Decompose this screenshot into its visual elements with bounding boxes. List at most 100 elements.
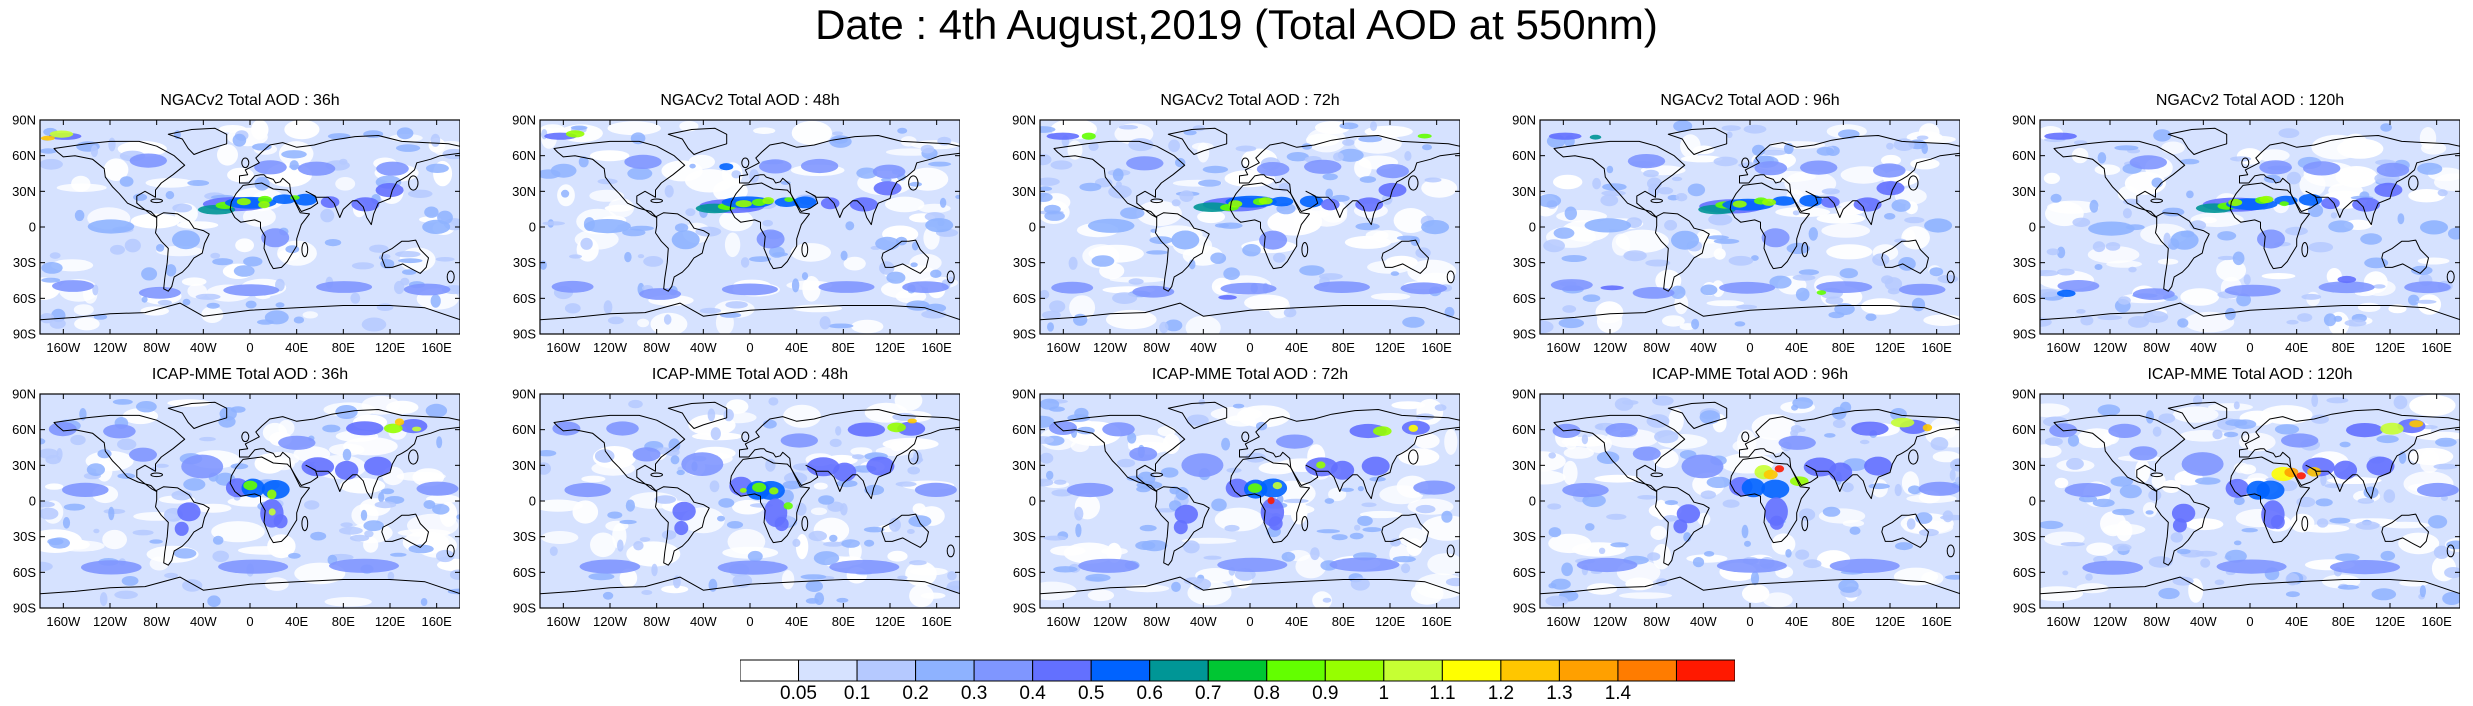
colorbar-label: 0.7 bbox=[1195, 683, 1221, 701]
lon-tick-label: 120E bbox=[875, 340, 906, 355]
panel-title: NGACv2 Total AOD : 48h bbox=[660, 92, 840, 109]
aod-field bbox=[2040, 394, 2460, 608]
lon-tick-label: 80E bbox=[832, 340, 855, 355]
lon-tick-label: 160E bbox=[921, 614, 952, 629]
aod-field bbox=[40, 394, 460, 608]
lat-tick-label: 90N bbox=[1512, 113, 1536, 128]
lat-tick-label: 30N bbox=[1512, 184, 1536, 199]
colorbar-label: 1 bbox=[1379, 683, 1390, 701]
lon-tick-label: 80E bbox=[1832, 340, 1855, 355]
aod-field bbox=[40, 120, 460, 334]
colorbar-swatch bbox=[1383, 659, 1443, 682]
lat-tick-label: 90S bbox=[2013, 601, 2036, 616]
panel-title: NGACv2 Total AOD : 96h bbox=[1660, 92, 1840, 109]
map-panel: ICAP-MME Total AOD : 36h 90N 60N 30N 0 30S 60S… bbox=[0, 366, 460, 629]
aod-map: 90N 60N 30N 0 30S 60S 90S 160W 120W 80W 40W 0 40E 80E… bbox=[512, 113, 960, 355]
lon-tick-label: 160W bbox=[1546, 340, 1581, 355]
lon-tick-label: 0 bbox=[1246, 614, 1253, 629]
lat-tick-label: 90S bbox=[13, 601, 36, 616]
colorbar-swatch bbox=[973, 659, 1034, 682]
colorbar-label: 0.1 bbox=[844, 683, 870, 701]
lat-tick-label: 60N bbox=[1012, 422, 1036, 437]
lon-tick-label: 120W bbox=[1093, 614, 1128, 629]
lat-tick-label: 60N bbox=[1512, 422, 1536, 437]
lon-tick-label: 160E bbox=[1421, 340, 1452, 355]
lon-tick-label: 40W bbox=[1690, 614, 1717, 629]
lat-tick-label: 0 bbox=[1529, 220, 1536, 235]
lon-tick-label: 120E bbox=[875, 614, 906, 629]
lat-tick-label: 60N bbox=[512, 422, 536, 437]
lon-tick-label: 160W bbox=[1046, 614, 1081, 629]
aod-field bbox=[1040, 120, 1460, 334]
lon-tick-label: 80W bbox=[2143, 340, 2170, 355]
lon-tick-label: 80E bbox=[832, 614, 855, 629]
coastlines bbox=[2040, 401, 2460, 608]
lat-tick-label: 0 bbox=[2029, 494, 2036, 509]
aod-map: 90N 60N 30N 0 30S 60S 90S 160W 120W 80W 40W 0 40E 80E… bbox=[1012, 387, 1460, 629]
lon-tick-label: 40W bbox=[2190, 614, 2217, 629]
lon-tick-label: 120W bbox=[593, 340, 628, 355]
lat-tick-label: 30S bbox=[1513, 529, 1536, 544]
colorbar-swatch bbox=[739, 659, 800, 682]
lat-tick-label: 30S bbox=[1013, 529, 1036, 544]
map-panel: NGACv2 Total AOD : 72h 90N 60N 30N 0 30S 60S 90… bbox=[1000, 92, 1460, 355]
lat-tick-label: 60S bbox=[13, 565, 36, 580]
colorbar-label: 0.8 bbox=[1254, 683, 1280, 701]
coastlines bbox=[1040, 127, 1460, 334]
aod-colorbar: 0.05 0.1 0.2 0.3 0.4 0.5 0.6 0.7 0.8 0.9 1 1.1 1.2 1.… bbox=[739, 659, 1736, 704]
colorbar-swatch bbox=[1500, 659, 1560, 682]
lat-tick-label: 30S bbox=[513, 529, 536, 544]
lon-tick-label: 0 bbox=[746, 614, 753, 629]
lon-tick-label: 120W bbox=[1093, 340, 1128, 355]
lon-tick-label: 80W bbox=[643, 614, 670, 629]
panel-title: ICAP-MME Total AOD : 96h bbox=[1651, 366, 1849, 383]
lat-tick-label: 90N bbox=[512, 113, 536, 128]
lon-tick-label: 160W bbox=[1046, 340, 1081, 355]
panel-title: NGACv2 Total AOD : 120h bbox=[2155, 92, 2345, 109]
lat-tick-label: 90S bbox=[513, 601, 536, 616]
lon-tick-label: 40W bbox=[690, 614, 717, 629]
lon-tick-label: 40E bbox=[2285, 614, 2308, 629]
aod-field bbox=[2040, 120, 2460, 334]
aod-field bbox=[540, 394, 960, 608]
aod-map: 90N 60N 30N 0 30S 60S 90S 160W 120W 80W 40W 0 40E 80E… bbox=[1012, 113, 1460, 355]
coastlines bbox=[40, 401, 460, 608]
colorbar-label: 1.3 bbox=[1546, 683, 1572, 701]
colorbar-label: 0.4 bbox=[1019, 683, 1046, 701]
lon-tick-label: 0 bbox=[2246, 340, 2253, 355]
lat-tick-label: 60N bbox=[12, 422, 36, 437]
lat-tick-label: 60N bbox=[2012, 422, 2036, 437]
coastlines bbox=[2040, 127, 2460, 334]
lon-tick-label: 80E bbox=[2332, 340, 2355, 355]
lat-tick-label: 90S bbox=[1513, 601, 1536, 616]
colorbar-swatch bbox=[1324, 659, 1385, 682]
aod-map: 90N 60N 30N 0 30S 60S 90S 160W 120W 80W 40W 0 40E 80E… bbox=[2012, 387, 2460, 629]
lat-tick-label: 90S bbox=[13, 327, 36, 342]
lon-tick-label: 0 bbox=[1746, 340, 1753, 355]
lon-tick-label: 0 bbox=[2246, 614, 2253, 629]
lon-tick-label: 160W bbox=[1546, 614, 1581, 629]
lon-tick-label: 160W bbox=[46, 340, 81, 355]
lat-tick-label: 30S bbox=[513, 255, 536, 270]
colorbar-label: 1.1 bbox=[1429, 683, 1455, 701]
map-panel: NGACv2 Total AOD : 36h 90N 60N 30N 0 30S 60S 90… bbox=[0, 92, 460, 355]
lat-tick-label: 30N bbox=[512, 458, 536, 473]
lon-tick-label: 120E bbox=[2375, 614, 2406, 629]
aod-map: 90N 60N 30N 0 30S 60S 90S 160W 120W 80W 40W 0 40E 80E… bbox=[512, 387, 960, 629]
lon-tick-label: 40W bbox=[1690, 340, 1717, 355]
lon-tick-label: 40E bbox=[285, 614, 308, 629]
lat-tick-label: 30S bbox=[1513, 255, 1536, 270]
lon-tick-label: 120E bbox=[1875, 340, 1906, 355]
colorbar-swatch bbox=[1149, 659, 1209, 682]
lon-tick-label: 120E bbox=[375, 340, 406, 355]
lon-tick-label: 80W bbox=[1643, 614, 1670, 629]
colorbar-swatch bbox=[856, 659, 917, 682]
lon-tick-label: 160W bbox=[546, 614, 581, 629]
lon-tick-label: 120W bbox=[1593, 614, 1628, 629]
lat-tick-label: 0 bbox=[1529, 494, 1536, 509]
lat-tick-label: 30S bbox=[2013, 529, 2036, 544]
lat-tick-label: 60S bbox=[2013, 565, 2036, 580]
colorbar-swatch bbox=[1441, 659, 1502, 682]
panel-title: NGACv2 Total AOD : 72h bbox=[1160, 92, 1340, 109]
lat-tick-label: 30N bbox=[12, 458, 36, 473]
